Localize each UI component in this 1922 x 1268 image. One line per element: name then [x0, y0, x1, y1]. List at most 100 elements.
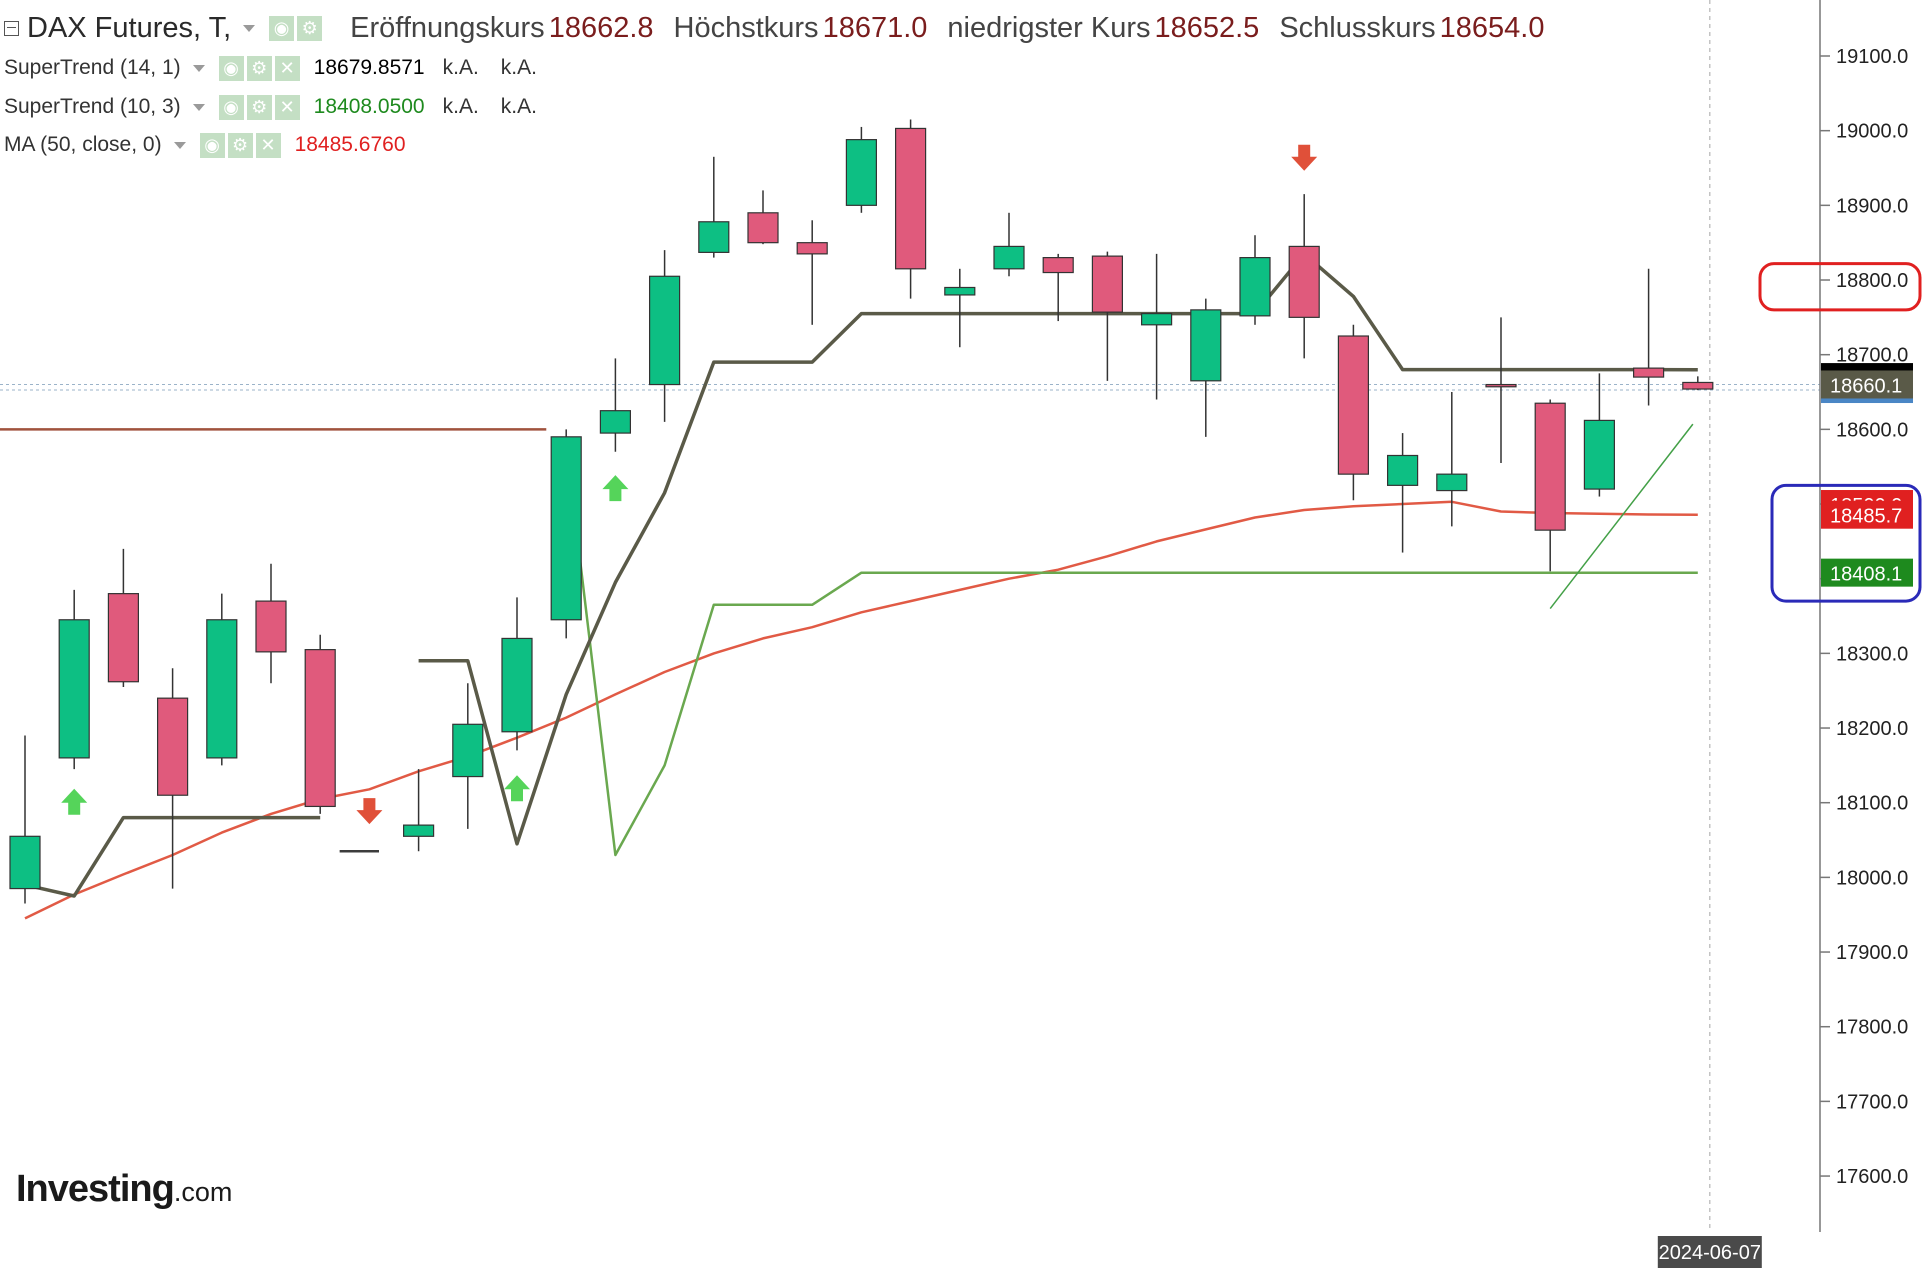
chevron-down-icon[interactable] [173, 141, 186, 149]
candle-up [1190, 309, 1222, 382]
legend-indicator-supertrend-14: SuperTrend (14, 1) ◉ ⚙ ✕ 18679.8571 k.A.… [0, 53, 559, 83]
signal-arrow-down-icon [1291, 144, 1318, 171]
candle-up [648, 275, 681, 386]
gear-icon[interactable]: ⚙ [246, 94, 272, 120]
gear-icon[interactable]: ⚙ [246, 55, 272, 81]
eye-icon[interactable]: ◉ [199, 132, 225, 158]
chart-grid [0, 0, 1820, 1232]
candle-down [1682, 381, 1714, 390]
indicator-value: 18408.0500 [313, 95, 425, 118]
candle-up [944, 286, 976, 296]
symbol-label: DAX Futures, T, [27, 11, 232, 44]
candle-up [403, 824, 435, 837]
legend-main-row: DAX Futures, T, ◉ ⚙ Eröffnungskurs 18662… [0, 10, 1550, 46]
candle-down [796, 242, 828, 255]
indicator-controls: ◉ ⚙ ✕ [199, 132, 281, 158]
price-tick-label: 18200.0 [1836, 718, 1908, 740]
indicator-value: 18485.6760 [294, 133, 406, 156]
ohlc-low-label: niedrigster Kurs [947, 11, 1151, 44]
signal-arrow-up-icon [61, 788, 88, 815]
candle-up [993, 245, 1025, 270]
legend-indicator-ma50: MA (50, close, 0) ◉ ⚙ ✕ 18485.6760 [0, 130, 424, 160]
highlight-boxes [1758, 262, 1922, 603]
candle-up [698, 221, 730, 253]
price-tag [1821, 370, 1913, 399]
signal-arrow-up-icon [602, 475, 629, 502]
candle-up [58, 619, 90, 759]
collapse-icon[interactable] [4, 20, 19, 36]
highlight-box [1758, 262, 1922, 312]
chevron-down-icon[interactable] [192, 64, 205, 72]
price-tick-label: 19100.0 [1836, 46, 1908, 68]
candle-up [1239, 257, 1271, 317]
supertrend-10-3-line [564, 444, 1698, 857]
price-tick-label: 17900.0 [1836, 942, 1908, 964]
candle-down [1091, 255, 1124, 313]
logo-suffix: .com [173, 1177, 233, 1207]
ohlc-high-label: Höchstkurs [673, 11, 819, 44]
date-tag-label: 2024-06-07 [1659, 1242, 1761, 1264]
supertrend-14-1-line [418, 252, 1698, 846]
indicator-name: SuperTrend (10, 3) [4, 95, 181, 118]
candle-down [1632, 367, 1665, 378]
price-tick-label: 17700.0 [1836, 1091, 1908, 1113]
candle-down [747, 212, 779, 244]
price-tick-label: 18800.0 [1836, 270, 1908, 292]
candle-up [1583, 419, 1616, 490]
candle-down [1337, 335, 1370, 475]
eye-icon[interactable]: ◉ [218, 55, 244, 81]
signal-arrow-down-icon [356, 798, 383, 825]
candle-down [1042, 257, 1074, 274]
symbol-controls: ◉ ⚙ [269, 15, 323, 41]
close-icon[interactable]: ✕ [274, 94, 300, 120]
price-tag-label: 18408.1 [1830, 564, 1902, 586]
candle-up [1140, 313, 1173, 326]
candle-down [1288, 245, 1320, 318]
candle-up [845, 139, 878, 206]
indicator-extra: k.A. [500, 95, 537, 118]
ma50-line [24, 500, 1698, 920]
candle-up [1386, 454, 1419, 486]
indicator-value: 18679.8571 [313, 56, 425, 79]
ohlc-open-value: 18662.8 [548, 11, 654, 44]
gear-icon[interactable]: ⚙ [297, 15, 323, 41]
price-tick-label: 18700.0 [1836, 345, 1908, 367]
eye-icon[interactable]: ◉ [218, 94, 244, 120]
price-tick-label: 18900.0 [1836, 195, 1908, 217]
candle-up [550, 436, 582, 621]
price-axis: 19100.0 19000.0 18900.0 18800.0 18700.0 18600… [1819, 0, 1908, 1232]
legend-indicator-supertrend-10: SuperTrend (10, 3) ◉ ⚙ ✕ 18408.0500 k.A.… [0, 92, 559, 122]
candle-up [1436, 473, 1468, 492]
close-icon[interactable]: ✕ [274, 55, 300, 81]
highlight-box [1770, 483, 1922, 603]
candles [9, 119, 1714, 904]
indicator-controls: ◉ ⚙ ✕ [218, 94, 300, 120]
price-tick-label: 18300.0 [1836, 643, 1908, 665]
ohlc-close-value: 18654.0 [1439, 11, 1545, 44]
candle-up [452, 723, 484, 778]
indicator-controls: ◉ ⚙ ✕ [218, 55, 300, 81]
indicator-extra: k.A. [442, 95, 479, 118]
eye-icon[interactable]: ◉ [269, 15, 295, 41]
candle-down [157, 697, 189, 796]
chevron-down-icon[interactable] [243, 24, 256, 32]
candle-up [501, 637, 533, 733]
candle-up [599, 410, 632, 434]
chevron-down-icon[interactable] [192, 103, 205, 111]
candle-down [894, 127, 927, 270]
indicator-extra: k.A. [442, 56, 479, 79]
price-tag-label: 18485.7 [1830, 506, 1902, 528]
indicator-name: SuperTrend (14, 1) [4, 56, 181, 79]
logo-brand: Investing [16, 1168, 175, 1210]
price-tags: 18670.018654.018660.118500.018485.718408… [1821, 363, 1913, 587]
candle-up [9, 835, 41, 890]
indicator-lines [0, 252, 1698, 920]
price-tick-label: 17600.0 [1836, 1166, 1908, 1188]
close-icon[interactable]: ✕ [255, 132, 281, 158]
gear-icon[interactable]: ⚙ [227, 132, 253, 158]
trendline [1549, 423, 1694, 610]
price-tick-label: 19000.0 [1836, 121, 1908, 143]
price-tick-label: 18000.0 [1836, 867, 1908, 889]
date-tag [1657, 1236, 1762, 1268]
